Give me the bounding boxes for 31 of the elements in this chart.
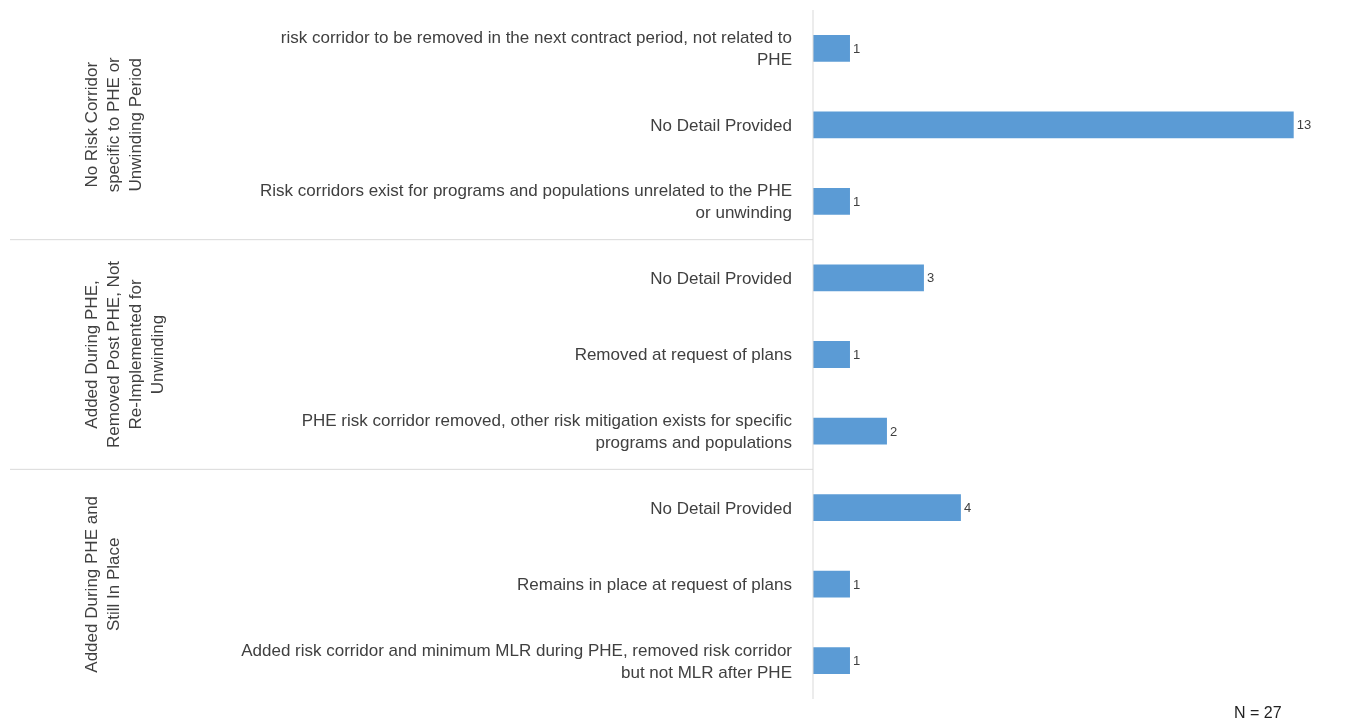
bar (813, 34, 850, 62)
data-label: 13 (1296, 117, 1312, 133)
data-label: 1 (852, 653, 861, 669)
data-label: 2 (889, 423, 898, 439)
y-tick-label: Remains in place at request of plans (517, 575, 792, 595)
y-tick-label: No Detail Provided (650, 268, 792, 288)
y-tick-label: No Detail Provided (650, 115, 792, 135)
text: N = 27 (1234, 704, 1282, 719)
text: No Risk Corridor specific to PHE or Unwinding Period (81, 56, 145, 193)
bar (813, 111, 1294, 139)
data-label: 1 (852, 193, 861, 209)
bar (813, 570, 850, 598)
y-tick-label: No Detail Provided (650, 498, 792, 518)
bar (813, 494, 961, 522)
y-tick-label: Risk corridors exist for programs and populations unrelated to the PHE or unwinding (260, 181, 792, 223)
bar (813, 341, 850, 368)
data-label: 4 (963, 500, 972, 516)
data-label: 1 (852, 347, 861, 362)
y-tick-label: PHE risk corridor removed, other risk mitigation exists for specific programs and populations (301, 410, 793, 453)
data-label: 3 (926, 270, 935, 286)
data-label: 1 (852, 576, 861, 592)
y-tick-label: Removed at request of plans (574, 345, 792, 365)
bar (813, 417, 887, 445)
y-tick-label: risk corridor to be removed in the next contract period, not related to PHE (280, 28, 792, 70)
data-label: 1 (852, 40, 861, 56)
text: Added During PHE, Removed Post PHE, Not Re-Implemented for Unwinding (82, 260, 168, 448)
bar (813, 264, 924, 292)
text: Added During PHE and Still In Place (82, 495, 124, 673)
y-tick-label: Added risk corridor and minimum MLR during PHE, removed risk corridor but not MLR after PHE (241, 640, 793, 682)
bar (813, 647, 850, 675)
bar (813, 187, 850, 215)
